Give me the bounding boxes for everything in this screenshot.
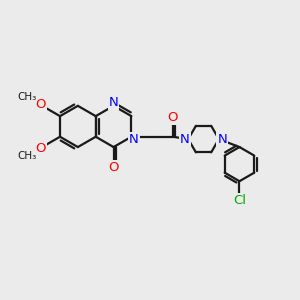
Text: CH₃: CH₃ [17,92,36,102]
Text: N: N [180,133,190,146]
Text: O: O [35,142,46,154]
Text: CH₃: CH₃ [17,151,36,161]
Text: Cl: Cl [233,194,246,207]
Text: O: O [108,160,119,174]
Text: N: N [109,95,118,109]
Text: N: N [218,133,227,146]
Text: O: O [167,111,178,124]
Text: N: N [129,133,139,146]
Text: O: O [35,98,46,111]
